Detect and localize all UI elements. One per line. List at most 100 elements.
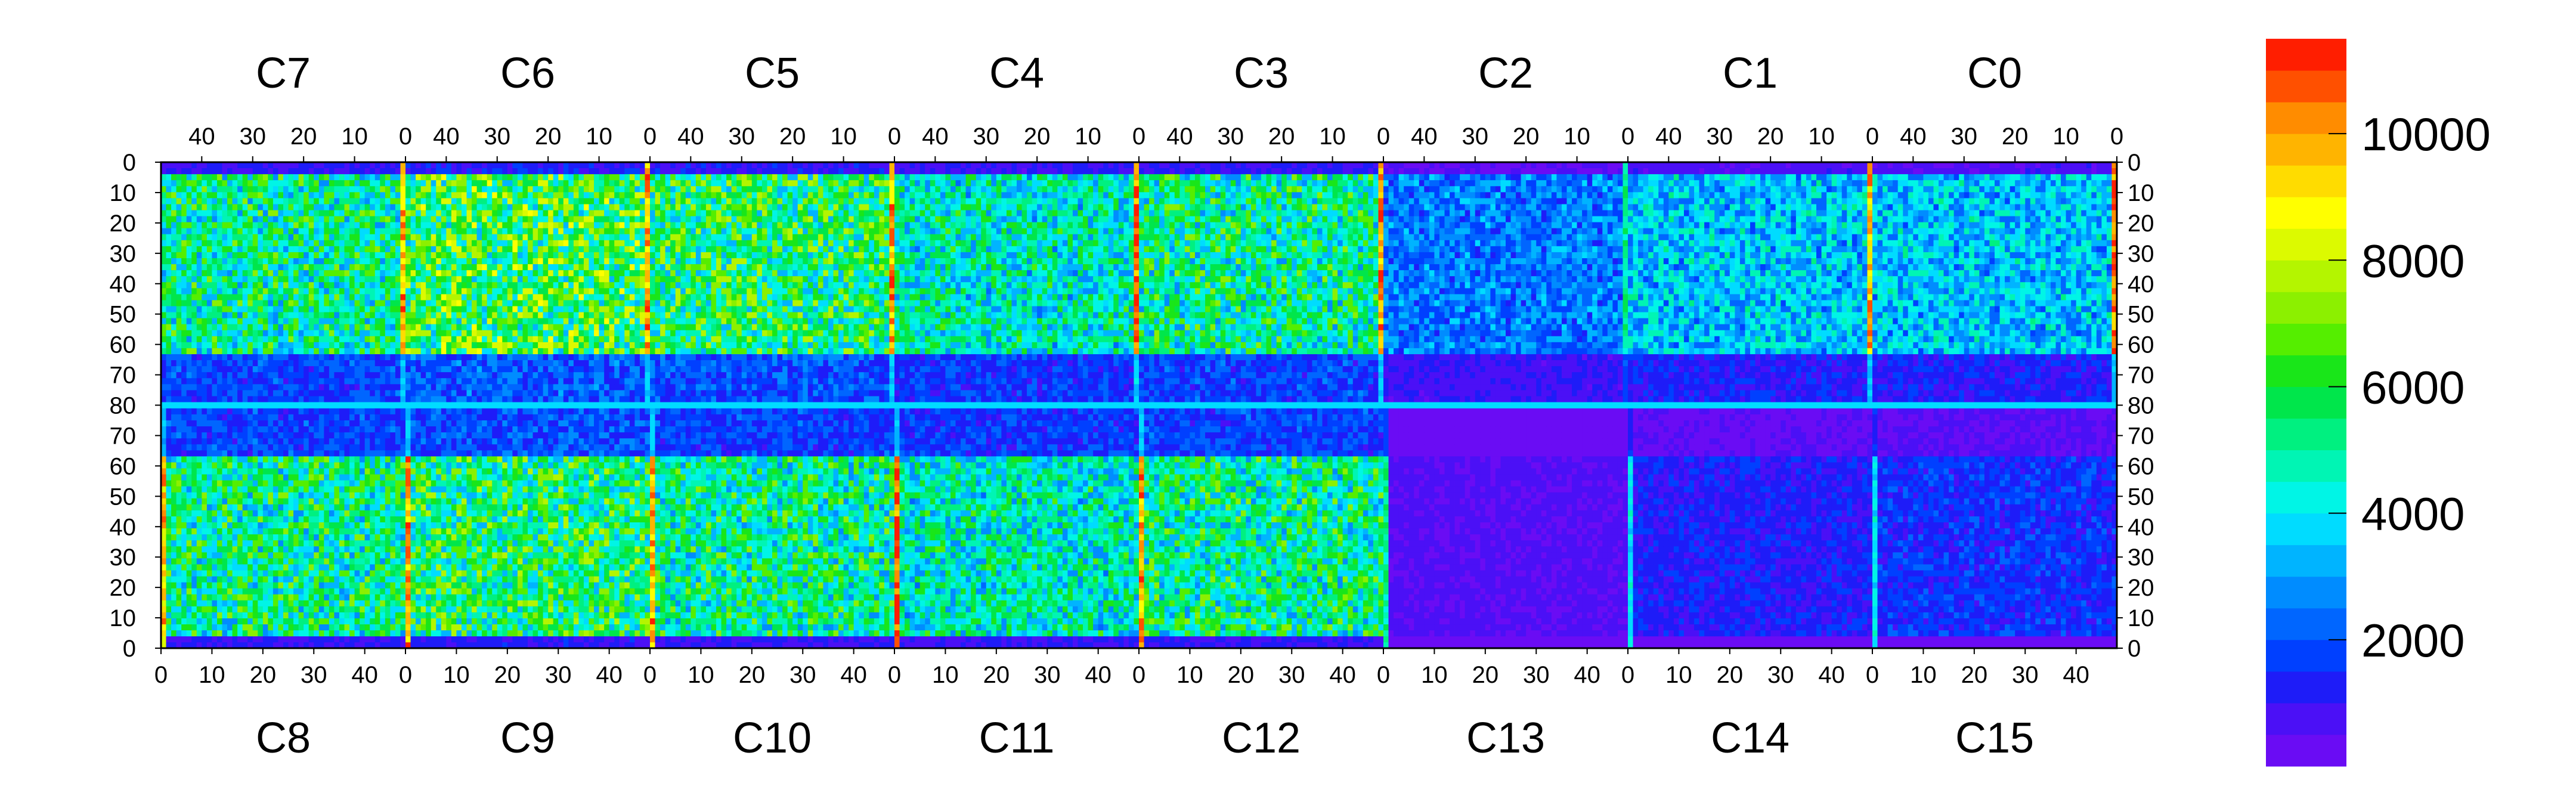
heatmap-cell <box>451 270 457 277</box>
heatmap-cell <box>222 204 228 210</box>
heatmap-cell <box>670 276 676 283</box>
heatmap-cell <box>578 300 584 306</box>
heatmap-cell <box>288 348 294 355</box>
heatmap-cell <box>461 210 467 216</box>
heatmap-cell <box>288 204 294 210</box>
heatmap-cell <box>705 252 711 259</box>
heatmap-cell <box>258 306 264 312</box>
heatmap-cell <box>691 294 696 301</box>
heatmap-cell <box>349 354 355 361</box>
heatmap-cell <box>522 336 528 343</box>
heatmap-cell <box>339 192 345 199</box>
heatmap-cell <box>247 342 253 349</box>
heatmap-cell <box>553 168 559 175</box>
heatmap-cell <box>482 324 487 331</box>
heatmap-cell <box>451 240 457 247</box>
heatmap-cell <box>212 366 218 373</box>
heatmap-cell <box>161 390 166 397</box>
heatmap-cell <box>731 180 737 187</box>
heatmap-cell <box>670 258 676 265</box>
heatmap-cell <box>308 384 314 391</box>
heatmap-cell <box>283 174 289 181</box>
heatmap-cell <box>446 324 452 331</box>
heatmap-cell <box>736 384 742 391</box>
heatmap-cell <box>380 240 386 247</box>
heatmap-cell <box>619 162 625 169</box>
heatmap-cell <box>374 252 380 259</box>
heatmap-cell <box>390 360 396 367</box>
heatmap-cell <box>528 162 533 169</box>
heatmap-cell <box>650 306 655 312</box>
heatmap-cell <box>532 198 538 205</box>
heatmap-cell <box>216 270 222 277</box>
heatmap-cell <box>548 204 554 210</box>
heatmap-cell <box>354 342 360 349</box>
heatmap-cell <box>242 342 248 349</box>
heatmap-cell <box>517 264 523 271</box>
heatmap-cell <box>624 336 630 343</box>
heatmap-cell <box>181 282 187 289</box>
heatmap-cell <box>283 360 289 367</box>
heatmap-cell <box>578 168 584 175</box>
heatmap-cell <box>548 324 554 331</box>
heatmap-cell <box>482 252 487 259</box>
heatmap-cell <box>431 294 436 301</box>
heatmap-cell <box>721 336 727 343</box>
heatmap-cell <box>578 198 584 205</box>
heatmap-cell <box>538 240 543 247</box>
heatmap-cell <box>665 384 671 391</box>
heatmap-cell <box>171 354 177 361</box>
heatmap-cell <box>528 312 533 318</box>
heatmap-cell <box>354 264 360 271</box>
heatmap-cell <box>751 378 757 385</box>
heatmap-cell <box>324 312 330 318</box>
heatmap-cell <box>318 276 324 283</box>
heatmap-cell <box>314 210 320 216</box>
heatmap-cell <box>634 270 640 277</box>
heatmap-cell <box>777 336 783 343</box>
heatmap-cell <box>548 168 554 175</box>
heatmap-cell <box>186 246 192 253</box>
heatmap-cell <box>339 270 345 277</box>
heatmap-cell <box>288 234 294 241</box>
heatmap-cell <box>339 372 345 379</box>
heatmap-cell <box>751 330 757 337</box>
heatmap-cell <box>665 264 671 271</box>
heatmap-cell <box>731 312 737 318</box>
heatmap-cell <box>553 378 559 385</box>
heatmap-cell <box>731 258 737 265</box>
heatmap-cell <box>329 306 335 312</box>
heatmap-cell <box>258 330 264 337</box>
heatmap-cell <box>634 324 640 331</box>
heatmap-cell <box>329 222 335 228</box>
heatmap-cell <box>532 354 538 361</box>
heatmap-cell <box>314 342 320 349</box>
heatmap-cell <box>472 228 477 235</box>
heatmap-cell <box>736 360 742 367</box>
heatmap-cell <box>227 270 233 277</box>
heatmap-cell <box>288 192 294 199</box>
heatmap-cell <box>578 162 584 169</box>
heatmap-cell <box>482 216 487 222</box>
heatmap-cell <box>298 378 304 385</box>
heatmap-cell <box>242 228 248 235</box>
heatmap-cell <box>466 306 472 312</box>
heatmap-cell <box>304 192 309 199</box>
heatmap-cell <box>426 198 432 205</box>
heatmap-cell <box>339 288 345 295</box>
heatmap-cell <box>578 366 584 373</box>
heatmap-cell <box>476 348 482 355</box>
heatmap-cell <box>670 348 676 355</box>
heatmap-cell <box>268 396 274 402</box>
heatmap-cell <box>308 228 314 235</box>
heatmap-cell <box>268 192 274 199</box>
heatmap-cell <box>558 222 564 228</box>
heatmap-cell <box>252 282 258 289</box>
heatmap-cell <box>512 300 518 306</box>
heatmap-cell <box>314 360 320 367</box>
heatmap-cell <box>405 396 411 402</box>
heatmap-cell <box>171 312 177 318</box>
heatmap-cell <box>553 396 559 402</box>
heatmap-cell <box>446 294 452 301</box>
heatmap-cell <box>166 168 172 175</box>
